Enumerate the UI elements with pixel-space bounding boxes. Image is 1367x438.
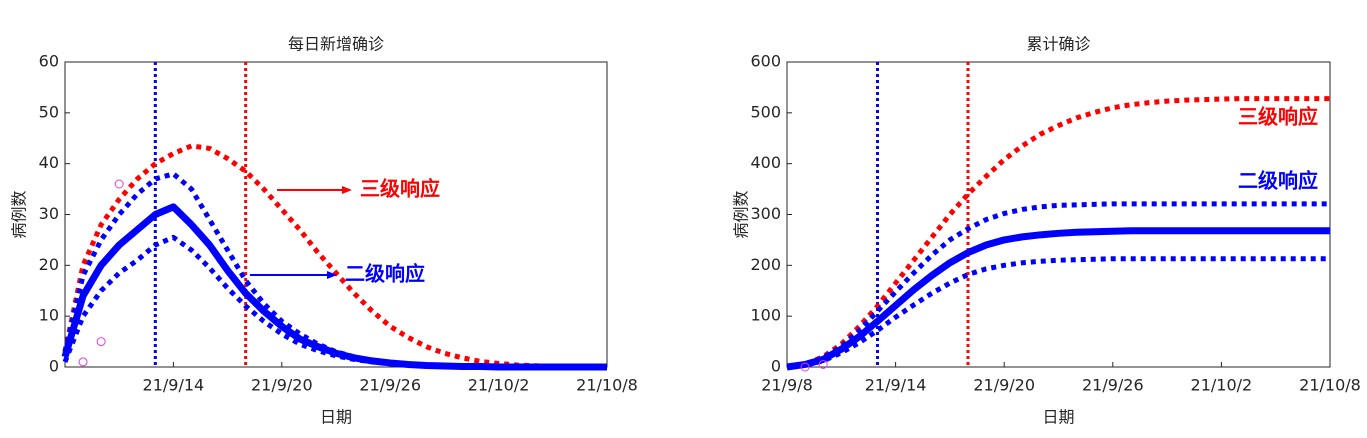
y-tick-label: 40	[39, 153, 59, 172]
y-tick-label: 0	[49, 357, 59, 376]
y-tick-label: 100	[750, 306, 781, 325]
x-tick-label: 21/9/8	[761, 376, 813, 395]
series-line	[61, 203, 607, 371]
y-tick-label: 600	[750, 52, 781, 71]
x-tick-label: 21/10/8	[576, 376, 638, 395]
chart-title: 累计确诊	[1026, 35, 1090, 54]
y-tick-label: 20	[39, 255, 59, 274]
x-tick-label: 21/9/20	[973, 376, 1035, 395]
y-tick-label: 500	[750, 102, 781, 121]
observed-point	[78, 357, 88, 367]
y-tick-label: 60	[39, 52, 59, 71]
annotation: 三级响应	[360, 177, 440, 201]
observed-point	[96, 337, 106, 347]
series-line	[786, 227, 1330, 371]
x-tick-label: 21/9/26	[359, 376, 421, 395]
series-line	[62, 171, 607, 370]
annotation: 二级响应	[345, 262, 425, 286]
x-tick-label: 21/10/8	[1299, 376, 1361, 395]
x-axis-label: 日期	[320, 408, 352, 427]
y-axis-label: 病例数	[10, 190, 29, 238]
arrow-head	[342, 186, 352, 194]
observed-point	[818, 359, 828, 369]
x-tick-label: 21/9/20	[251, 376, 313, 395]
observed-point	[114, 179, 124, 189]
x-tick-label: 21/10/2	[1191, 376, 1253, 395]
x-tick-label: 21/9/26	[1082, 376, 1144, 395]
x-tick-label: 21/9/14	[865, 376, 927, 395]
y-tick-label: 10	[39, 306, 59, 325]
annotation: 三级响应	[1238, 105, 1318, 129]
y-axis-label: 病例数	[732, 190, 751, 238]
observed-point	[800, 362, 810, 372]
series-line	[62, 234, 607, 370]
series-line	[786, 96, 1330, 370]
y-tick-label: 400	[750, 153, 781, 172]
x-tick-label: 21/10/2	[468, 376, 530, 395]
y-tick-label: 50	[39, 102, 59, 121]
x-tick-label: 21/9/14	[143, 376, 205, 395]
annotation: 二级响应	[1238, 169, 1318, 193]
y-tick-label: 0	[771, 357, 781, 376]
chart-title: 每日新增确诊	[288, 35, 384, 54]
y-tick-label: 200	[750, 255, 781, 274]
x-axis-label: 日期	[1042, 408, 1074, 427]
arrow-head	[327, 271, 337, 279]
y-tick-label: 300	[750, 204, 781, 223]
plot-area	[64, 61, 608, 368]
y-tick-label: 30	[39, 204, 59, 223]
